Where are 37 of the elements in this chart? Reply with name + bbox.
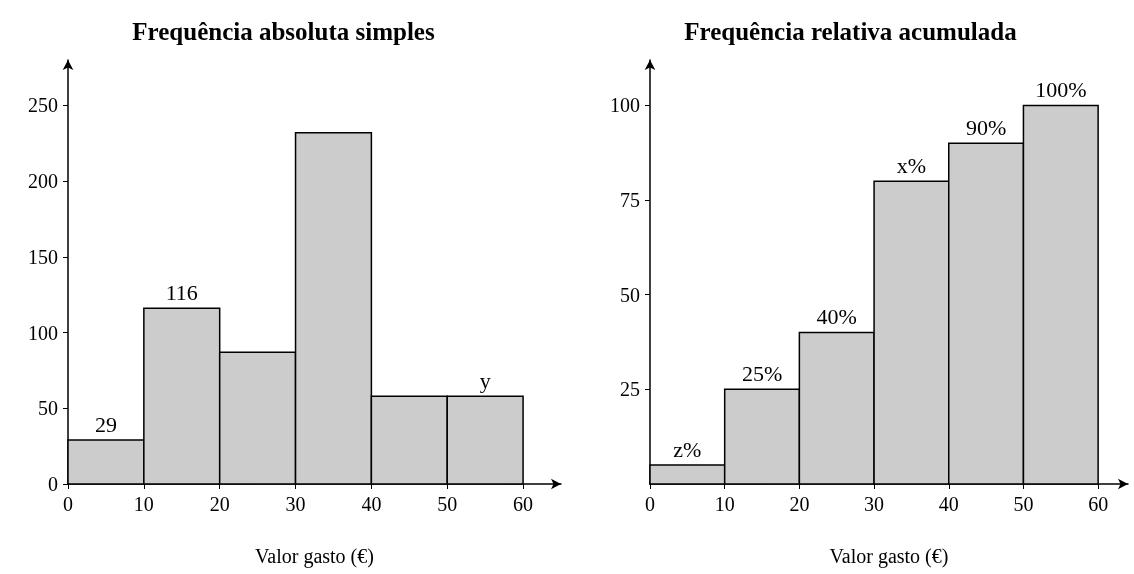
y-tick-label: 200 <box>28 170 58 193</box>
x-tick-label: 20 <box>789 493 810 515</box>
y-tick-label: 25 <box>620 378 640 401</box>
data-label: 116 <box>165 280 198 306</box>
x-axis-title: Valor gasto (€) <box>829 545 949 568</box>
data-label: 90% <box>965 115 1007 141</box>
x-tick-label: 0 <box>645 493 655 515</box>
y-tick-label: 50 <box>38 397 58 420</box>
chart-title: Frequência absoluta simples <box>132 18 435 45</box>
y-tick-label: 50 <box>620 283 640 306</box>
data-label: 29 <box>94 411 117 437</box>
x-tick-label: 50 <box>1013 493 1034 515</box>
x-tick-label: 0 <box>63 493 73 515</box>
data-label: 100% <box>1035 77 1087 103</box>
x-tick-label: 40 <box>938 493 959 515</box>
x-axis-title: Valor gasto (€) <box>255 545 374 568</box>
x-tick-label: 10 <box>714 493 735 515</box>
x-tick-label: 10 <box>133 493 154 515</box>
y-tick-label: 150 <box>28 245 58 268</box>
y-tick-label: 0 <box>48 473 58 495</box>
data-label: 25% <box>741 361 783 387</box>
data-label: z% <box>673 436 702 462</box>
data-label: y <box>479 367 491 393</box>
x-tick-label: 20 <box>209 493 230 515</box>
x-tick-label: 30 <box>864 493 885 515</box>
chart-title: Frequência relativa acumulada <box>684 18 1018 45</box>
x-tick-label: 60 <box>513 493 534 515</box>
y-tick-label: 250 <box>28 94 58 117</box>
x-tick-label: 50 <box>437 493 458 515</box>
data-label: 40% <box>816 304 857 330</box>
y-tick-label: 100 <box>28 321 58 344</box>
x-tick-label: 30 <box>285 493 306 515</box>
y-tick-label: 100 <box>610 94 640 117</box>
x-tick-label: 60 <box>1088 493 1109 515</box>
x-tick-label: 40 <box>361 493 382 515</box>
data-label: x% <box>896 152 927 178</box>
y-tick-label: 75 <box>620 189 640 212</box>
